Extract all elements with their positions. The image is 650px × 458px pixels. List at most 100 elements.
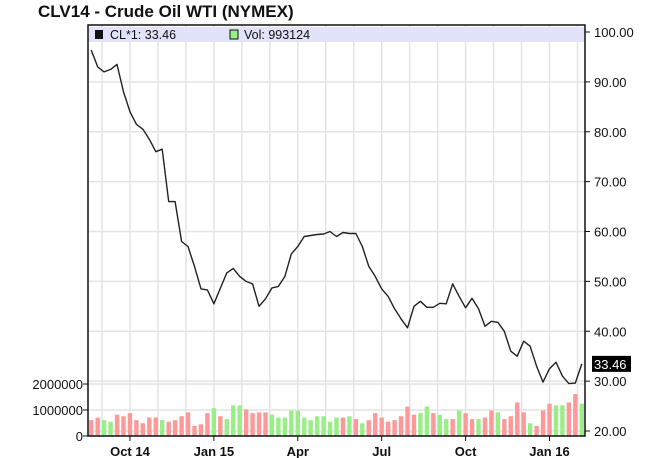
volume-bar: [172, 420, 178, 436]
price-tick-label: 20.00: [594, 424, 627, 439]
volume-bar: [495, 412, 501, 436]
volume-bar: [101, 420, 107, 436]
volume-bar: [456, 410, 462, 436]
volume-bar: [334, 417, 339, 436]
legend-volume-swatch: [229, 29, 239, 40]
volume-bar: [476, 419, 481, 436]
last-price-marker: 33.46: [592, 355, 631, 372]
price-tick-label: 70.00: [594, 175, 627, 190]
volume-bar: [579, 403, 584, 436]
volume-bar: [360, 423, 365, 436]
volume-bar: [553, 405, 559, 436]
volume-bar: [282, 417, 288, 436]
volume-bar: [573, 394, 578, 436]
volume-bar: [566, 402, 572, 436]
volume-tick-label: 1000000: [32, 403, 83, 418]
x-tick-label: Oct 14: [110, 444, 151, 458]
price-tick-label: 90.00: [594, 75, 627, 90]
axes: 20.00 30.00 40.00 50.00 60.00 70.00 80.00 90.00…: [32, 24, 634, 458]
price-tick-label: 40.00: [594, 324, 627, 339]
volume-bar: [256, 412, 262, 436]
volume-bar: [450, 419, 455, 436]
volume-bar: [418, 413, 423, 436]
price-tick-label: 100.00: [594, 25, 634, 40]
volume-bar: [160, 420, 165, 436]
volume-bar: [231, 405, 236, 436]
grid: [88, 25, 585, 436]
volume-bar: [308, 420, 313, 436]
volume-bar: [147, 417, 152, 436]
volume-bar: [114, 414, 120, 436]
volume-bar: [463, 413, 468, 436]
volume-bar: [482, 417, 488, 436]
volume-bar: [540, 410, 546, 436]
volume-bar: [379, 417, 384, 436]
volume-bar: [521, 412, 526, 436]
volume-bar: [302, 417, 307, 436]
volume-bar: [411, 414, 417, 436]
volume-bar: [121, 416, 126, 436]
legend-price-swatch: [95, 30, 103, 39]
volume-bar: [437, 414, 442, 436]
volume-bar: [424, 406, 430, 436]
volume-bar: [469, 419, 475, 436]
volume-tick-label: 0: [76, 429, 83, 444]
volume-bar: [431, 413, 436, 436]
volume-bar: [347, 416, 352, 436]
volume-bar: [502, 419, 507, 436]
last-price-label: 33.46: [594, 357, 627, 372]
volume-bar: [211, 408, 217, 436]
x-tick-label: Jan 15: [194, 444, 234, 458]
plot-frame: [87, 24, 586, 437]
x-tick-label: Jan 16: [529, 444, 569, 458]
last-price-box: [592, 355, 631, 372]
volume-bar: [95, 417, 100, 436]
volume-bars: [89, 394, 584, 436]
volume-bar: [353, 419, 359, 436]
volume-bar: [250, 413, 255, 436]
volume-bar: [327, 421, 333, 436]
volume-bar: [321, 416, 326, 436]
volume-bar: [179, 416, 184, 436]
volume-bar: [198, 424, 204, 436]
price-line: [90, 49, 583, 385]
volume-bar: [224, 419, 229, 436]
volume-bar: [269, 414, 275, 436]
volume-bar: [527, 423, 533, 436]
x-tick-label: Oct: [455, 444, 477, 458]
volume-bar: [444, 419, 449, 436]
volume-bar: [534, 425, 539, 436]
chart-title: CLV14 - Crude Oil WTI (NYMEX): [38, 2, 294, 21]
volume-bar: [385, 421, 391, 436]
price-series-line: [90, 49, 583, 385]
volume-bar: [185, 412, 191, 436]
volume-bar: [340, 417, 346, 436]
volume-bar: [237, 405, 242, 436]
x-tick-label: Apr: [287, 444, 309, 458]
price-tick-label: 60.00: [594, 225, 627, 240]
volume-bar: [276, 417, 281, 436]
volume-bar: [515, 402, 520, 436]
price-tick-label: 30.00: [594, 374, 627, 389]
volume-bar: [392, 420, 397, 436]
x-tick-label: Jul: [372, 444, 391, 458]
volume-bar: [295, 410, 300, 436]
volume-bar: [218, 416, 223, 436]
volume-bar: [398, 416, 404, 436]
volume-bar: [205, 413, 210, 436]
volume-bar: [166, 421, 171, 436]
legend-price-label: CL*1: 33.46: [110, 28, 176, 42]
volume-bar: [289, 410, 294, 436]
volume-bar: [373, 413, 378, 436]
price-tick-label: 50.00: [594, 274, 627, 289]
volume-bar: [405, 406, 410, 436]
volume-bar: [108, 421, 113, 436]
price-tick-label: 80.00: [594, 125, 627, 140]
legend-band: [88, 27, 585, 42]
volume-bar: [192, 425, 197, 436]
volume-bar: [127, 413, 133, 436]
volume-bar: [366, 420, 371, 436]
volume-bar: [508, 416, 513, 436]
volume-bar: [314, 416, 320, 436]
